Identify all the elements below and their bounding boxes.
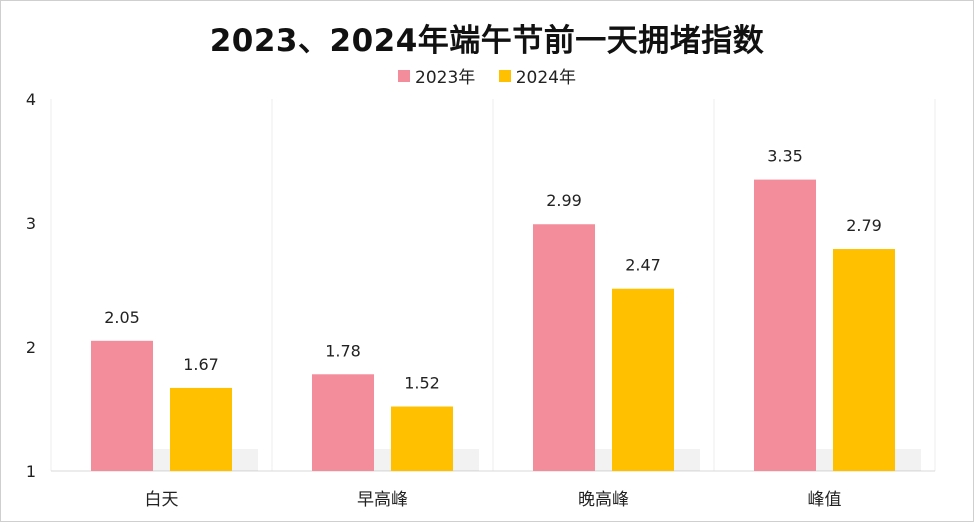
data-label: 2.47 — [625, 256, 661, 275]
x-tick-label: 晚高峰 — [578, 490, 629, 510]
legend-label-2023: 2023年 — [415, 68, 476, 88]
bar-2023 — [91, 340, 153, 471]
bar-2024 — [612, 288, 674, 471]
legend-item-2024: 2024年 — [498, 63, 576, 88]
y-tick-label: 1 — [26, 462, 36, 481]
data-label: 1.67 — [183, 355, 219, 374]
legend-swatch-2023 — [398, 69, 411, 82]
bar-2024 — [833, 249, 895, 471]
y-tick-label: 4 — [26, 90, 36, 109]
legend-label-2024: 2024年 — [515, 68, 576, 88]
legend-item-2023: 2023年 — [398, 63, 475, 88]
data-label: 2.79 — [846, 216, 882, 235]
bar-2024 — [391, 406, 453, 471]
x-tick-label: 早高峰 — [357, 490, 408, 510]
bar-2023 — [754, 179, 816, 471]
data-label: 1.52 — [404, 374, 440, 393]
x-tick-label: 峰值 — [808, 490, 842, 510]
y-tick-label: 2 — [26, 338, 36, 357]
chart-legend: 2023年 2024年 — [1, 63, 973, 88]
bar-2024 — [170, 387, 232, 471]
chart-title: 2023、2024年端午节前一天拥堵指数 — [209, 23, 765, 59]
data-label: 2.05 — [104, 308, 140, 327]
data-label: 2.99 — [546, 191, 582, 210]
x-tick-label: 白天 — [145, 490, 179, 510]
data-label: 1.78 — [325, 341, 361, 360]
bar-2023 — [312, 374, 374, 471]
legend-swatch-2024 — [498, 69, 511, 82]
bar-2023 — [533, 224, 595, 471]
data-label: 3.35 — [767, 147, 803, 166]
y-tick-label: 3 — [26, 214, 36, 233]
